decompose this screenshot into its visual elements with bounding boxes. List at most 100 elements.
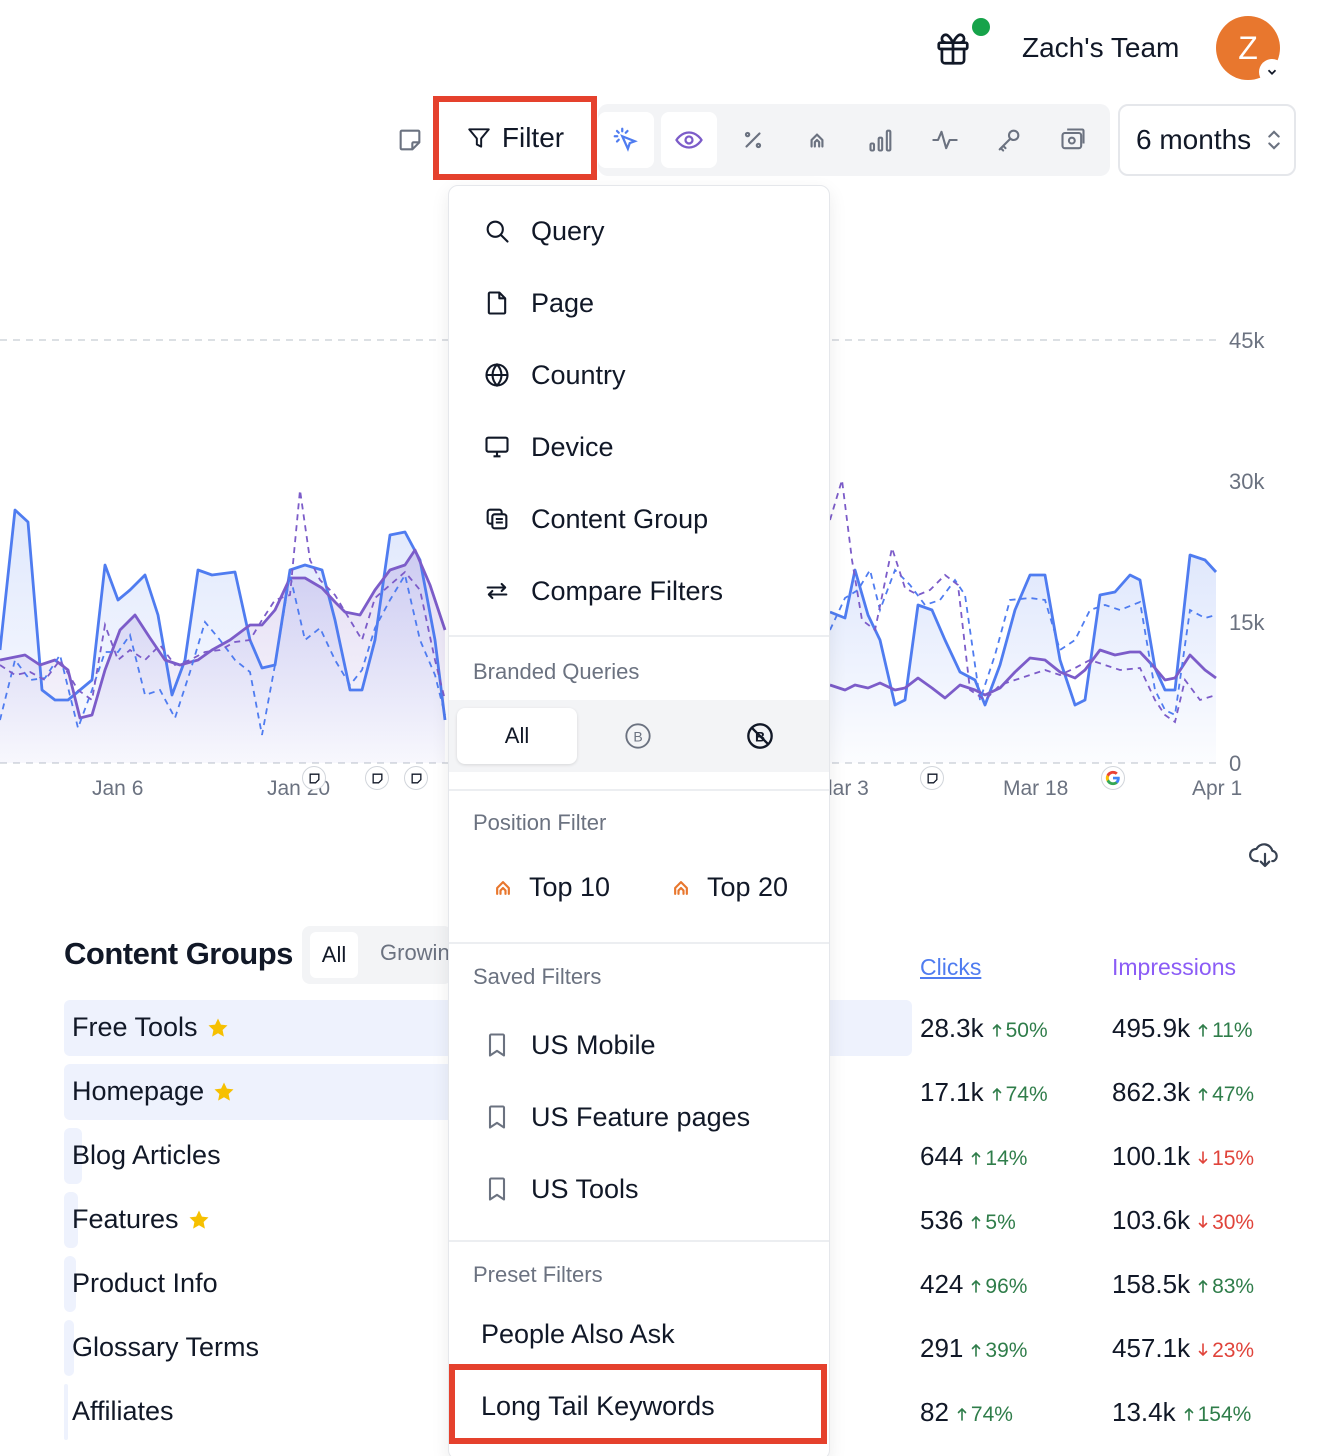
avatar-initial: Z	[1238, 29, 1258, 66]
arrow-up-icon	[1184, 1407, 1193, 1421]
clicks-value: 17.1k 74%	[920, 1077, 1048, 1108]
impressions-change: 23%	[1212, 1339, 1255, 1362]
preset-long-tail-keywords[interactable]: Long Tail Keywords	[481, 1391, 715, 1421]
impressions-change: 11%	[1212, 1019, 1253, 1042]
content-group-row[interactable]: Affiliates	[72, 1396, 174, 1427]
preset-people-also-ask[interactable]: People Also Ask	[481, 1319, 675, 1349]
tab-growing[interactable]: Growing	[380, 940, 452, 965]
arrow-up-icon	[992, 1023, 1001, 1037]
globe-icon	[485, 362, 509, 388]
tab-all[interactable]: All	[310, 932, 358, 978]
saved-filter-item[interactable]: US Tools	[449, 1159, 829, 1219]
y-axis-tick: 30k	[1229, 469, 1265, 494]
clicks-number: 644	[920, 1141, 964, 1171]
pulse-toggle[interactable]	[917, 112, 973, 168]
content-group-name: Free Tools	[72, 1012, 198, 1042]
arrow-up-icon	[1198, 1279, 1208, 1293]
arrow-up-icon	[1198, 1087, 1208, 1101]
content-group-row[interactable]: Blog Articles	[72, 1140, 221, 1171]
clicks-toggle[interactable]	[598, 112, 654, 168]
impressions-number: 862.3k	[1112, 1077, 1191, 1107]
eye-icon	[675, 131, 703, 149]
clicks-column-header[interactable]: Clicks	[920, 954, 982, 980]
content-group-row[interactable]: Features	[72, 1204, 211, 1235]
arrow-up-icon	[1198, 1023, 1208, 1037]
saved-filter-item[interactable]: US Feature pages	[449, 1087, 829, 1147]
filter-option-content-group[interactable]: Content Group	[449, 489, 829, 549]
impressions-prev-line-right	[829, 479, 1217, 724]
clicks-change: 74%	[1005, 1083, 1048, 1106]
content-groups-tabs: All Growing	[302, 926, 452, 984]
filter-option-page[interactable]: Page	[449, 273, 829, 333]
saved-filter-label: US Tools	[531, 1173, 639, 1204]
filter-option-device[interactable]: Device	[449, 417, 829, 477]
position-toggle[interactable]	[789, 112, 845, 168]
branded-all-option[interactable]: All	[457, 708, 577, 764]
top-10-button[interactable]: Top 10	[493, 872, 610, 903]
impressions-toggle[interactable]	[661, 112, 717, 168]
clicks-change: 74%	[970, 1403, 1013, 1426]
team-name[interactable]: Zach's Team	[1022, 32, 1180, 63]
content-group-row[interactable]: Free Tools	[72, 1012, 230, 1043]
impressions-value: 495.9k 11%	[1112, 1013, 1253, 1044]
period-select[interactable]: 6 months	[1118, 104, 1296, 176]
bar-chart-toggle[interactable]	[853, 112, 909, 168]
position-chevrons-icon	[810, 133, 824, 148]
row-share-bar	[64, 1384, 68, 1440]
keywords-toggle[interactable]	[981, 112, 1037, 168]
annotation-note-icon[interactable]	[920, 766, 944, 790]
impressions-column-header[interactable]: Impressions	[1112, 954, 1236, 980]
page-icon	[487, 291, 507, 315]
annotation-note-icon[interactable]	[365, 766, 389, 790]
clicks-change: 14%	[985, 1147, 1028, 1170]
google-update-icon[interactable]	[1101, 766, 1125, 790]
annotation-note-icon[interactable]	[404, 766, 428, 790]
filter-option-compare[interactable]: Compare Filters	[449, 561, 829, 621]
impressions-number: 13.4k	[1112, 1397, 1176, 1427]
note-icon[interactable]	[396, 126, 424, 154]
bookmark-icon	[488, 1033, 506, 1057]
ctr-toggle[interactable]	[725, 112, 781, 168]
clicks-value: 644 14%	[920, 1141, 1027, 1172]
divider	[449, 942, 829, 944]
chevron-up-down-icon	[1268, 130, 1280, 150]
filter-button[interactable]: Filter	[433, 96, 597, 180]
non-branded-icon[interactable]: B	[746, 722, 774, 750]
clicks-number: 28.3k	[920, 1013, 984, 1043]
content-group-row[interactable]: Homepage	[72, 1076, 236, 1107]
content-group-row[interactable]: Product Info	[72, 1268, 218, 1299]
saved-filter-label: US Mobile	[531, 1029, 656, 1060]
content-group-name: Product Info	[72, 1268, 218, 1298]
impressions-number: 100.1k	[1112, 1141, 1191, 1171]
saved-filter-item[interactable]: US Mobile	[449, 1015, 829, 1075]
gift-icon[interactable]	[934, 30, 972, 68]
top-20-button[interactable]: Top 20	[671, 872, 788, 903]
content-group-name: Blog Articles	[72, 1140, 221, 1170]
filter-dropdown: Query Page Country Device Content Group …	[448, 185, 830, 1456]
arrow-up-icon	[992, 1087, 1001, 1101]
download-icon[interactable]	[1248, 840, 1282, 870]
annotation-note-icon[interactable]	[302, 766, 326, 790]
position-chevrons-icon	[674, 880, 688, 895]
screenshot-toggle[interactable]	[1045, 112, 1101, 168]
impressions-area	[0, 550, 445, 763]
x-axis-tick: Jan 6	[92, 777, 144, 800]
content-group-row[interactable]: Glossary Terms	[72, 1332, 259, 1363]
x-axis-tick: Apr 1	[1192, 777, 1243, 800]
impressions-value: 100.1k 15%	[1112, 1141, 1254, 1172]
saved-filter-label: US Feature pages	[531, 1101, 751, 1132]
clicks-value: 291 39%	[920, 1333, 1027, 1364]
filter-option-label: Country	[531, 359, 626, 390]
filter-option-country[interactable]: Country	[449, 345, 829, 405]
impressions-number: 103.6k	[1112, 1205, 1191, 1235]
row-share-bar	[64, 1128, 82, 1184]
filter-option-label: Compare Filters	[531, 575, 724, 606]
y-axis-tick: 45k	[1229, 328, 1265, 353]
arrow-up-icon	[957, 1407, 967, 1421]
chevron-down-icon[interactable]	[1259, 59, 1285, 85]
metric-toolbar	[598, 104, 1110, 176]
branded-only-icon[interactable]: B	[624, 722, 652, 750]
filter-option-query[interactable]: Query	[449, 201, 829, 261]
clicks-value: 536 5%	[920, 1205, 1016, 1236]
filter-option-label: Content Group	[531, 503, 709, 534]
